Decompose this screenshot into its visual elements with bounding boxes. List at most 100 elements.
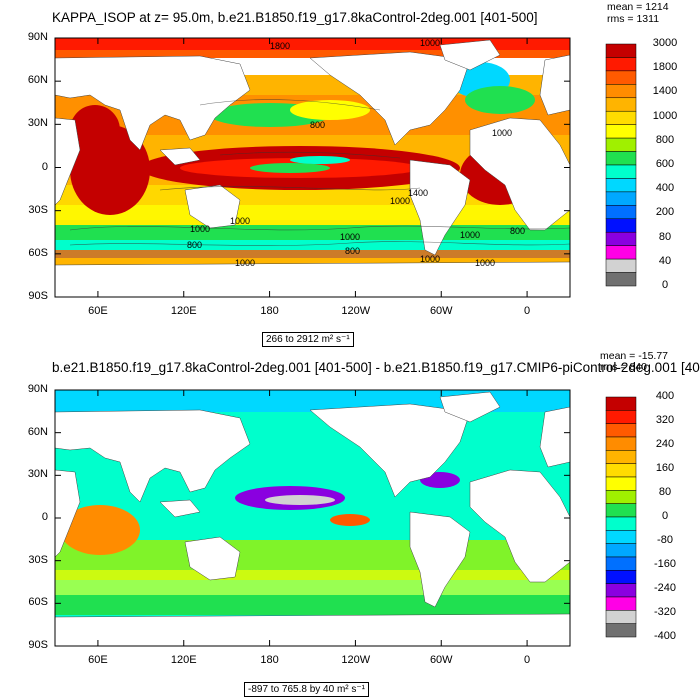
colorbar-label: 80 [658,230,672,243]
colorbar-label: 0 [661,510,669,522]
contour-label: 1000 [420,254,441,264]
bottom-mean-stat: mean = -15.77 [600,350,669,362]
colorbar-label: 160 [655,462,675,474]
colorbar-swatch [605,450,637,464]
y-tick-label: 90S [28,290,48,302]
x-tick-label: 120E [170,654,197,666]
top-axes [55,37,570,298]
colorbar-swatch [605,463,637,478]
y-tick-label: 90N [27,383,48,395]
colorbar-swatch [605,410,637,424]
contour-label: 1400 [408,188,429,198]
colorbar-label: 1000 [652,109,678,122]
colorbar-label: -160 [653,558,677,570]
contour-label: 1000 [230,216,251,226]
x-tick-label: 180 [260,654,279,666]
x-tick-label: 60E [88,654,108,666]
colorbar-swatch [605,57,637,72]
colorbar-label: 240 [655,438,675,450]
colorbar-swatch [605,258,637,273]
colorbar-swatch [605,137,637,152]
colorbar-swatch [605,151,637,166]
x-tick-label: 60W [429,305,453,317]
colorbar-swatch [605,191,637,206]
y-tick-label: 30S [28,203,48,216]
contour-label: 1000 [460,230,481,240]
top-rms-stat: rms = 1311 [607,13,660,25]
bottom-rms-stat: rms = 840 [600,361,647,373]
colorbar-swatch [605,596,637,611]
colorbar-swatch [605,110,637,125]
colorbar-swatch [605,272,637,287]
contour-label: 1000 [492,128,513,138]
colorbar-label: -80 [657,534,673,546]
colorbar-swatch [605,84,637,99]
contour-label: 1000 [420,38,441,48]
x-tick-label: 120W [341,654,371,666]
y-tick-label: 60N [27,425,48,438]
x-tick-label: 120W [341,305,371,317]
y-tick-label: 30N [27,117,48,130]
top-range-label: 266 to 2912 m² s⁻¹ [262,332,354,347]
x-tick-label: 60E [88,305,108,317]
colorbar-label: -320 [653,606,677,618]
top-mean-stat: mean = 1214 [607,1,669,13]
colorbar-swatch [605,583,637,598]
y-tick-label: 60S [28,596,48,609]
y-tick-label: 0 [41,511,48,523]
colorbar-swatch [605,610,637,624]
y-tick-label: 30S [28,553,48,566]
contour-label: 800 [310,120,326,130]
colorbar-swatch [605,423,637,438]
colorbar-swatch [605,396,637,411]
y-tick-label: 90S [28,639,48,651]
y-tick-label: 60S [28,246,48,259]
top-chart-title: KAPPA_ISOP at z= 95.0m, b.e21.B1850.f19_… [52,10,538,25]
colorbar-label: 600 [655,158,675,170]
contour-label: 1000 [340,232,361,242]
colorbar-swatch [605,205,637,220]
colorbar-label: 1400 [652,85,678,98]
colorbar-label: 1800 [652,61,678,74]
colorbar-swatch [605,623,637,638]
top-map-field [55,38,570,297]
colorbar-swatch [605,516,637,531]
y-tick-label: 0 [41,160,48,173]
y-tick-label: 90N [27,31,48,43]
x-tick-label: 0 [524,305,531,317]
colorbar-swatch [605,530,637,544]
colorbar-swatch [605,490,637,504]
colorbar-swatch [605,97,637,112]
colorbar-swatch [605,70,637,85]
bottom-map-field [55,390,570,646]
x-tick-label: 120E [170,305,197,317]
contour-label: 1000 [235,258,256,268]
colorbar-swatch [605,476,637,491]
colorbar-label: 0 [661,279,669,291]
contour-label: 800 [345,246,361,256]
colorbar-swatch [605,245,637,260]
colorbar-label: 40 [658,254,672,267]
colorbar-swatch [605,570,637,584]
top-colorbar [605,43,637,287]
colorbar-swatch [605,556,637,571]
bottom-chart-title: b.e21.B1850.f19_g17.8kaControl-2deg.001 … [52,360,700,375]
x-tick-label: 180 [260,305,279,317]
colorbar-swatch [605,124,637,139]
colorbar-label: 320 [655,414,675,426]
x-tick-label: 0 [524,654,531,666]
colorbar-swatch [605,43,637,58]
y-tick-label: 60N [27,74,48,87]
contour-label: 800 [187,240,203,250]
y-tick-label: 30N [27,468,48,481]
colorbar-swatch [605,543,637,558]
colorbar-label: 400 [655,390,675,402]
bottom-axes [55,389,570,647]
colorbar-swatch [605,436,637,451]
colorbar-label: -400 [653,630,677,642]
bottom-range-label: -897 to 765.8 by 40 m² s⁻¹ [244,682,370,697]
colorbar-swatch [605,178,637,193]
colorbar-label: 400 [655,182,675,195]
contour-label: 1000 [475,258,496,268]
colorbar-label: 80 [658,486,672,498]
